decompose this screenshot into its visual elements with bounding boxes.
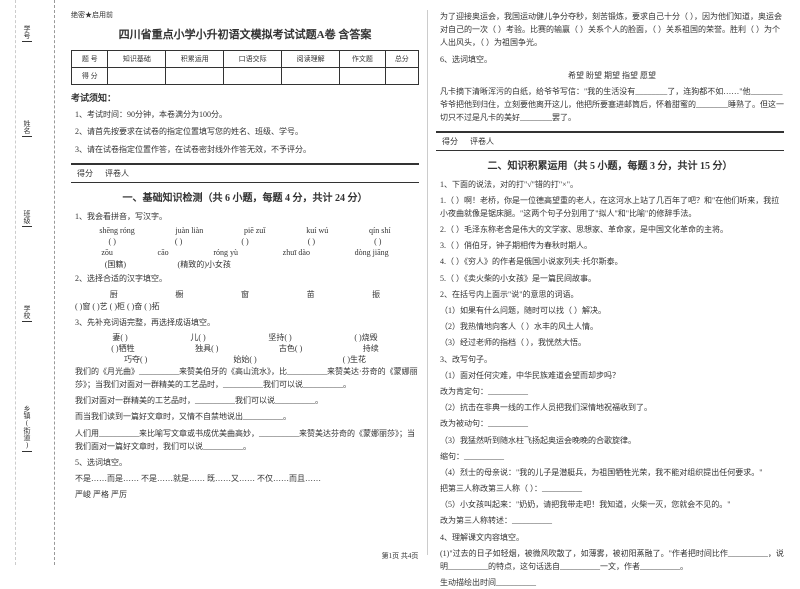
- margin-label-l2: 学号: [22, 23, 32, 42]
- chars-row: 厨橱窗苗振: [71, 289, 419, 300]
- secret-label: 绝密★启用前: [71, 10, 419, 20]
- section2-title: 二、知识积累运用（共 5 小题，每题 3 分，共计 15 分）: [436, 157, 784, 172]
- section1-title: 一、基础知识检测（共 6 小题，每题 4 分，共计 24 分）: [71, 189, 419, 204]
- column-left: 绝密★启用前 四川省重点小学小升初语文模拟考试试题A卷 含答案 题 号知识基础积…: [63, 10, 428, 555]
- margin-label-l3: 姓名: [22, 118, 32, 137]
- margin-label-l4: 班级: [22, 208, 32, 227]
- q4: 5、选词填空。: [71, 456, 419, 469]
- notice-list: 1、考试时间：90分钟，本卷满分为100分。2、请首先按要求在试卷的指定位置填写…: [71, 108, 419, 157]
- margin-label-l5: 学校: [22, 303, 32, 322]
- score-table: 题 号知识基础积累运用口语交际阅读理解作文题总分 得 分: [71, 50, 419, 85]
- pinyin-row2: zōucāoróng yùzhuī dàodòng jiāng: [71, 248, 419, 257]
- p1: 为了迎接奥运会，我国运动健儿争分夺秒，刻苦锻炼，要求自己十分（ ），因为他们知道…: [436, 10, 784, 50]
- q2: 2、选择合适的汉字填空。: [71, 272, 419, 285]
- notice-title: 考试须知：: [71, 91, 419, 104]
- grade-row: 得分评卷人: [71, 163, 419, 183]
- margin-label-l6: 乡镇(街道): [22, 403, 32, 452]
- q1: 1、我会看拼音，写汉字。: [71, 210, 419, 223]
- binding-margin: 学号 姓名 班级 学校 乡镇(街道): [0, 0, 55, 565]
- q3: 3、先补充词语完整，再选择成语填空。: [71, 316, 419, 329]
- pinyin-row1: shēng róngjuàn liànpiē zuǐkuí wúqín shí: [71, 226, 419, 235]
- page-footer: 第1页 共4页: [382, 551, 419, 561]
- grade-row2: 得分评卷人: [436, 131, 784, 151]
- column-right: 为了迎接奥运会，我国运动健儿争分夺秒，刻苦锻炼，要求自己十分（ ），因为他们知道…: [428, 10, 792, 555]
- q6: 6、选词填空。: [436, 53, 784, 66]
- exam-title: 四川省重点小学小升初语文模拟考试试题A卷 含答案: [71, 26, 419, 42]
